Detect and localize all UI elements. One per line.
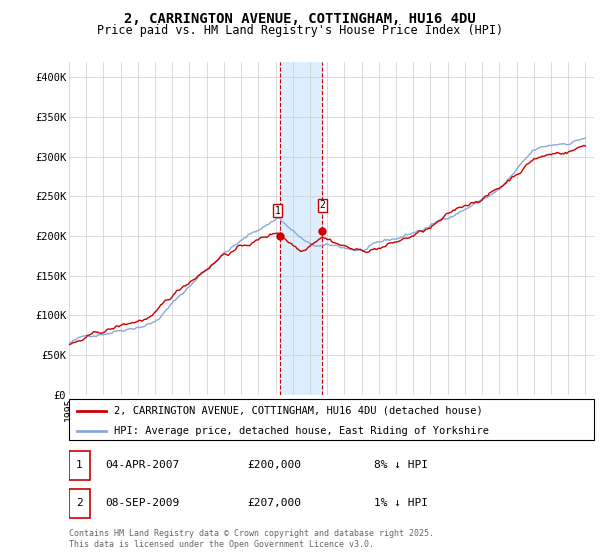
Text: 1% ↓ HPI: 1% ↓ HPI [373,498,427,508]
Text: Price paid vs. HM Land Registry's House Price Index (HPI): Price paid vs. HM Land Registry's House … [97,24,503,36]
Text: 2, CARRINGTON AVENUE, COTTINGHAM, HU16 4DU: 2, CARRINGTON AVENUE, COTTINGHAM, HU16 4… [124,12,476,26]
Bar [280,62,322,395]
Text: £200,000: £200,000 [248,460,302,470]
Text: 2, CARRINGTON AVENUE, COTTINGHAM, HU16 4DU (detached house): 2, CARRINGTON AVENUE, COTTINGHAM, HU16 4… [113,405,482,416]
FancyBboxPatch shape [69,399,594,440]
Text: 2: 2 [76,498,83,508]
Text: 04-APR-2007: 04-APR-2007 [106,460,180,470]
Text: 08-SEP-2009: 08-SEP-2009 [106,498,180,508]
FancyBboxPatch shape [69,489,90,517]
FancyBboxPatch shape [69,451,90,480]
Text: 1: 1 [275,206,281,216]
Text: £207,000: £207,000 [248,498,302,508]
Text: 1: 1 [76,460,83,470]
Text: 2: 2 [320,200,326,211]
Text: HPI: Average price, detached house, East Riding of Yorkshire: HPI: Average price, detached house, East… [113,426,488,436]
Text: Contains HM Land Registry data © Crown copyright and database right 2025.
This d: Contains HM Land Registry data © Crown c… [69,529,434,549]
Text: 8% ↓ HPI: 8% ↓ HPI [373,460,427,470]
